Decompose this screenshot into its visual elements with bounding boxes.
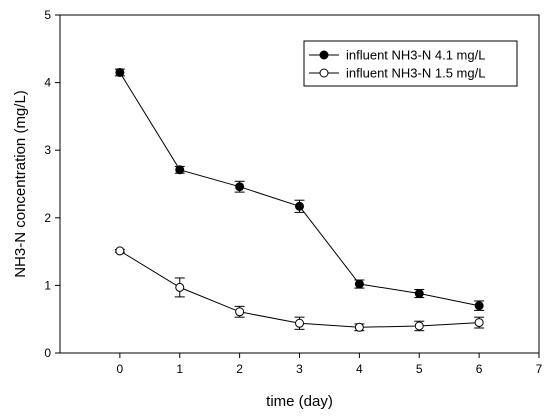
- x-tick-label: 1: [176, 362, 183, 376]
- legend-marker: [319, 68, 329, 78]
- data-point: [414, 289, 424, 299]
- data-point: [354, 279, 364, 289]
- series-1: [114, 67, 485, 311]
- data-point: [115, 67, 125, 77]
- y-tick-label: 5: [44, 8, 51, 22]
- x-tick-label: 7: [536, 362, 543, 376]
- data-point: [295, 318, 304, 328]
- y-axis-title: NH3-N concentration (mg/L): [12, 90, 29, 278]
- series-line: [119, 250, 480, 328]
- x-tick-label: 0: [117, 362, 124, 376]
- data-point: [474, 318, 484, 328]
- legend-label: influent NH3-N 4.1 mg/L: [346, 48, 485, 63]
- data-point: [235, 182, 245, 192]
- legend-box: [303, 40, 518, 87]
- data-point: [354, 322, 364, 332]
- x-axis-title: time (day): [266, 393, 333, 410]
- x-tick-label: 2: [236, 362, 243, 376]
- series-2: [114, 246, 485, 332]
- data-point: [175, 165, 185, 175]
- y-tick-label: 0: [44, 346, 51, 360]
- x-axis: 0 1 2 3 4 5 6 7: [117, 353, 543, 376]
- data-point: [115, 246, 125, 256]
- x-tick-label: 6: [476, 362, 483, 376]
- x-tick-label: 3: [296, 362, 303, 376]
- x-tick-label: 5: [416, 362, 423, 376]
- series-layer: [114, 67, 485, 332]
- series-line: [119, 72, 480, 307]
- y-tick-label: 3: [44, 143, 51, 157]
- data-point: [414, 321, 424, 331]
- y-tick-label: 1: [44, 278, 51, 292]
- data-point: [235, 307, 245, 317]
- legend-marker: [319, 50, 329, 60]
- data-point: [175, 282, 185, 292]
- y-tick-label: 2: [44, 211, 51, 225]
- legend-label: influent NH3-N 1.5 mg/L: [346, 66, 485, 81]
- y-axis: 0 1 2 3 4 5: [44, 8, 60, 360]
- y-tick-label: 4: [44, 76, 51, 90]
- data-point: [474, 301, 484, 311]
- legend: influent NH3-N 4.1 mg/L influent NH3-N 1.…: [303, 40, 518, 87]
- x-tick-label: 4: [356, 362, 363, 376]
- data-point: [295, 201, 304, 211]
